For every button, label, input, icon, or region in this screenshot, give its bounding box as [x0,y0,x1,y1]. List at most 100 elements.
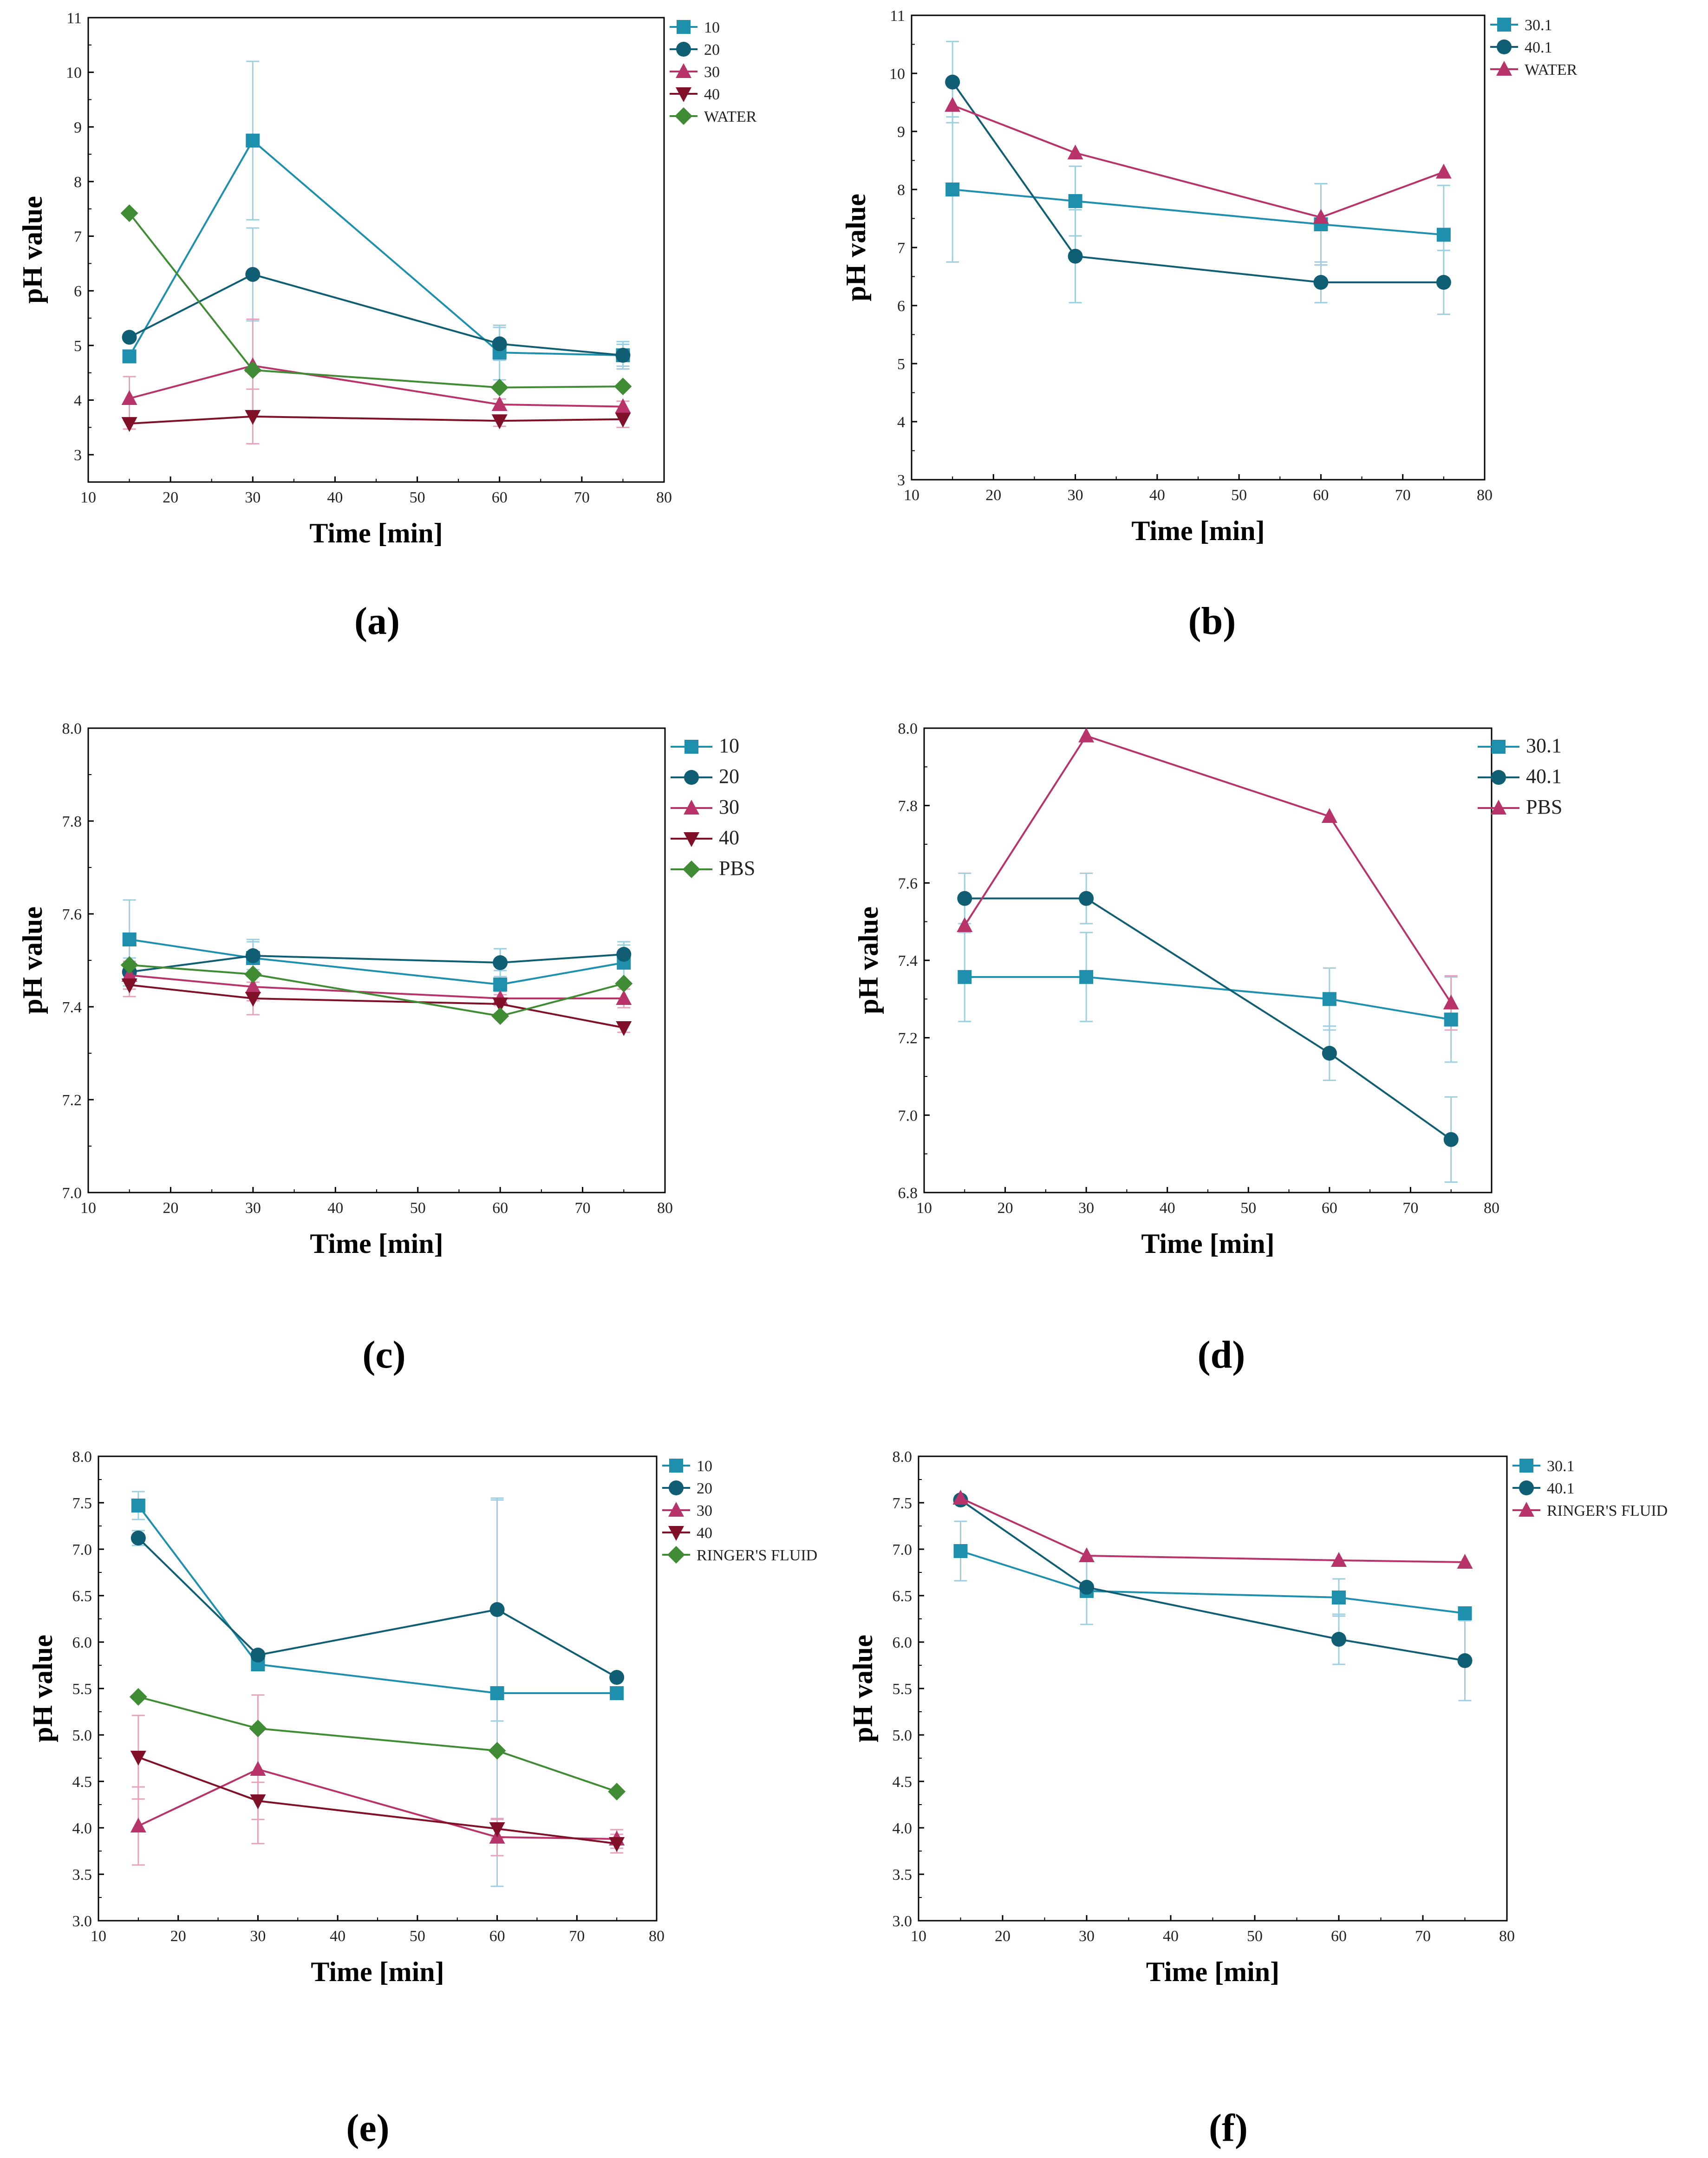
series-line-40-1 [952,81,1444,283]
x-tick-label: 70 [1402,1200,1418,1217]
y-tick-label: 4.5 [72,1773,92,1791]
data-point [493,978,508,991]
data-point [957,891,972,906]
legend-marker [1491,770,1506,785]
chart-panel-3: 10 20 30 40 50 60 70 80 6.8 7.0 7.2 7.4 7.6 7.8 8.0 Tim… [853,720,1562,1376]
data-point [131,1499,145,1513]
x-tick-label: 50 [1240,1200,1256,1217]
data-point [244,965,262,983]
legend-entry: 10 [719,734,739,757]
data-point [1322,1046,1337,1061]
data-point [488,1742,506,1760]
x-tick-label: 80 [657,1200,673,1217]
y-tick-label: 8.0 [898,720,918,737]
y-tick-label: 7.2 [898,1030,918,1047]
data-point [1067,144,1083,160]
data-point [122,349,137,364]
data-point [615,412,631,428]
y-tick-label: 6.8 [898,1185,918,1202]
y-tick-label: 7.4 [62,999,82,1016]
x-tick-label: 60 [492,1200,508,1217]
x-axis-title: Time [min] [309,518,443,548]
data-point [249,1720,267,1737]
legend-entry: 40 [697,1525,712,1542]
x-axis-title: Time [min] [1146,1956,1279,1987]
x-tick-label: 70 [1415,1928,1431,1945]
data-point [945,74,960,90]
data-point [489,1602,505,1617]
chart-panel-2: 10 20 30 40 50 60 70 80 7.0 7.2 7.4 7.6 7.8 8.0 Time [… [17,720,755,1376]
x-axis-title: Time [min] [311,1956,444,1987]
plot-frame [911,14,1486,481]
series-line-10 [129,939,624,986]
x-tick-label: 30 [245,1200,261,1217]
data-point [245,978,261,993]
data-point [250,1648,266,1663]
data-point [1444,1012,1458,1027]
y-tick-label: 7.8 [62,813,82,830]
legend-entry: 30.1 [1547,1458,1575,1475]
x-tick-label: 20 [163,1200,178,1217]
data-point [958,970,972,984]
data-point [130,1531,146,1545]
legend-entry: 20 [697,1480,712,1497]
x-tick-label: 50 [410,489,425,506]
y-tick-label: 5.5 [893,1681,913,1698]
legend-entry: 10 [704,19,720,36]
legend-marker [1519,1459,1533,1473]
x-tick-label: 80 [1477,487,1493,504]
series-line-20 [137,1537,618,1678]
legend-marker [669,1480,684,1495]
x-axis-title: Time [min] [1131,515,1265,546]
data-point [121,390,137,405]
x-tick-label: 20 [997,1200,1013,1217]
y-tick-label: 9 [897,124,905,141]
chart-panel-1: 10 20 30 40 50 60 70 80 3 4 5 6 7 8 9 10 11 Time [min] pH … [841,7,1578,643]
series-line-10 [128,139,623,357]
y-tick-label: 7.0 [898,1107,918,1124]
data-point [1068,248,1083,264]
series-line-40-1 [965,897,1452,1141]
x-tick-label: 60 [489,1928,505,1945]
data-point [1068,194,1082,208]
data-point [615,975,633,992]
x-tick-label: 60 [1331,1928,1347,1945]
data-point [1331,1552,1347,1567]
y-tick-label: 5.0 [72,1727,92,1744]
x-tick-label: 30 [250,1928,266,1945]
panel-label: (a) [354,600,400,643]
data-point [493,955,508,970]
legend-marker [1491,800,1506,815]
legend-entry: 30.1 [1525,17,1552,34]
x-tick-label: 40 [1163,1928,1179,1945]
legend-entry: 20 [704,41,720,59]
data-point [250,1761,266,1776]
x-tick-label: 70 [574,489,590,506]
data-point [610,1686,624,1700]
y-axis-title: pH value [27,1635,58,1742]
y-tick-label: 5 [74,338,82,355]
plot-frame [87,17,665,483]
y-axis-title: pH value [841,194,871,301]
legend-marker [684,832,699,847]
data-point [616,1021,632,1036]
y-tick-label: 4.5 [893,1773,913,1791]
data-point [489,1822,505,1837]
legend-entry: 40.1 [1525,39,1552,56]
y-tick-label: 7.5 [72,1495,92,1512]
legend-entry: PBS [1526,795,1562,818]
legend-marker [676,63,691,78]
series-line-10 [137,1505,617,1694]
legend-entry: 10 [697,1458,712,1475]
data-point [616,990,632,1005]
data-point [952,1490,969,1505]
legend-marker [667,1546,685,1564]
series-line-pbs [129,964,624,1017]
data-point [608,1783,626,1800]
y-tick-label: 3.5 [72,1866,92,1884]
x-tick-label: 10 [911,1928,926,1945]
series-line-water [128,212,623,389]
y-tick-label: 6.0 [72,1634,92,1651]
data-point [1436,275,1451,290]
